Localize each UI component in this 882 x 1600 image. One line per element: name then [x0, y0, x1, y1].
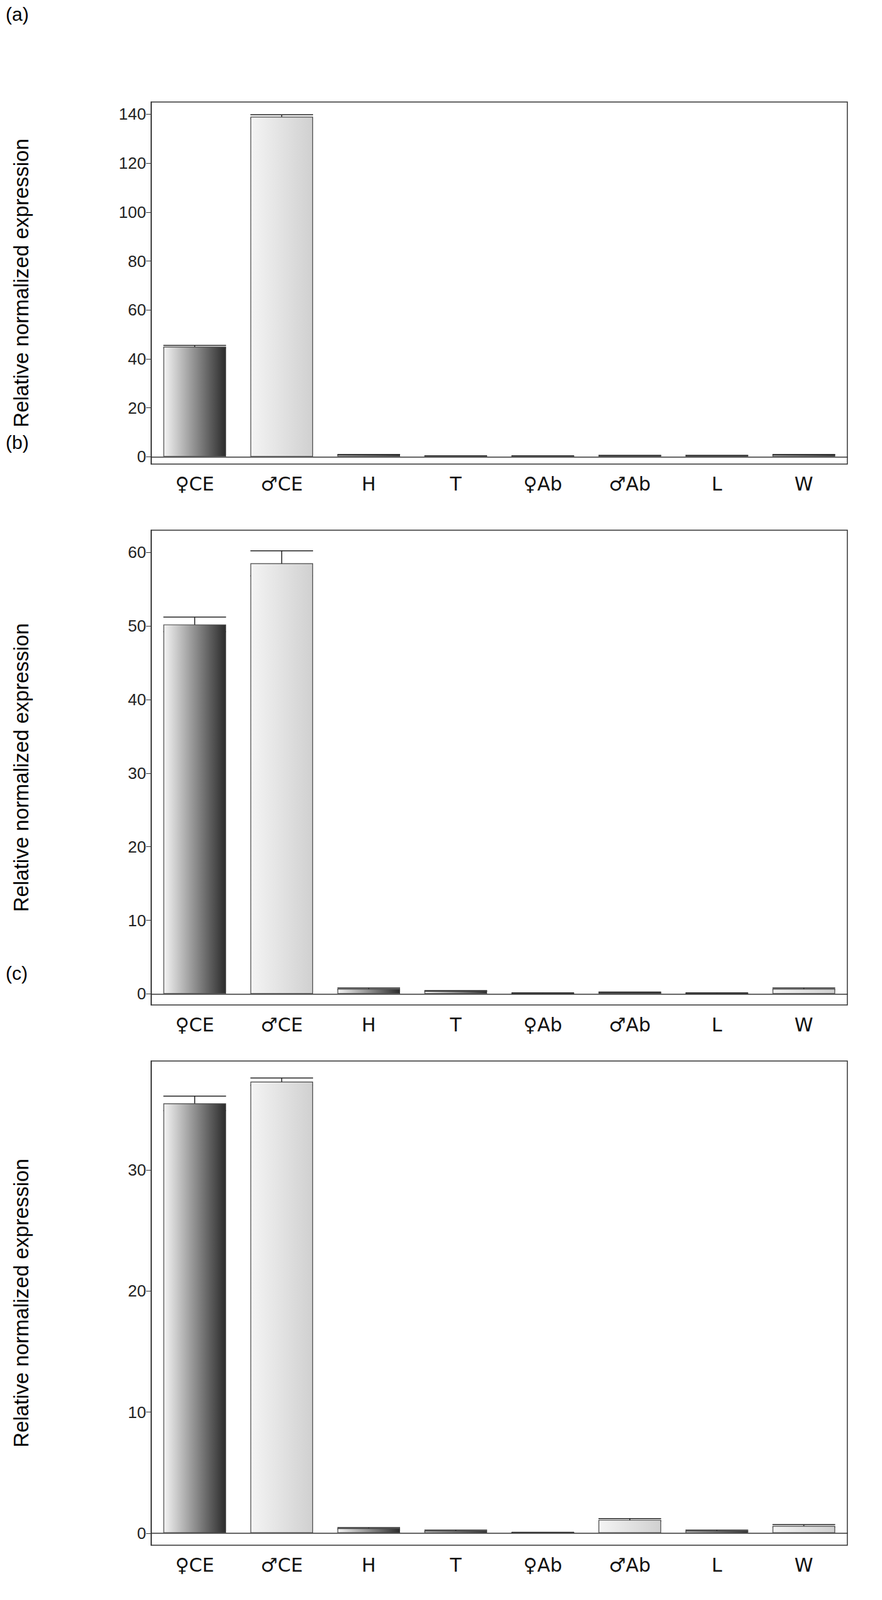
svg-text:50: 50 [127, 616, 147, 636]
svg-text:L: L [711, 473, 722, 496]
svg-text:♂Ab: ♂Ab [608, 1554, 651, 1577]
svg-text:(a): (a) [5, 3, 29, 25]
svg-text:♀CE: ♀CE [175, 1014, 215, 1037]
svg-text:♀Ab: ♀Ab [523, 473, 563, 496]
svg-text:20: 20 [127, 398, 147, 418]
svg-text:40: 40 [127, 690, 147, 710]
svg-text:♀CE: ♀CE [175, 473, 215, 496]
svg-text:H: H [361, 1014, 377, 1037]
svg-text:♀CE: ♀CE [175, 1554, 215, 1577]
svg-text:L: L [711, 1554, 722, 1577]
svg-text:(b): (b) [5, 432, 29, 453]
svg-text:60: 60 [127, 543, 147, 562]
svg-text:10: 10 [127, 1403, 147, 1423]
svg-text:W: W [794, 1014, 814, 1037]
svg-text:♀Ab: ♀Ab [523, 1014, 563, 1037]
svg-text:Relative normalized expression: Relative normalized expression [9, 138, 33, 428]
svg-text:H: H [361, 1554, 377, 1577]
svg-text:♀Ab: ♀Ab [523, 1554, 563, 1577]
svg-text:Relative normalized expression: Relative normalized expression [9, 623, 33, 913]
svg-text:W: W [794, 1554, 814, 1577]
svg-text:♂Ab: ♂Ab [608, 473, 651, 496]
svg-text:30: 30 [127, 764, 147, 784]
svg-text:80: 80 [127, 252, 147, 271]
svg-text:120: 120 [119, 153, 147, 173]
svg-text:T: T [449, 1014, 462, 1037]
svg-text:♂CE: ♂CE [260, 1554, 304, 1577]
svg-text:60: 60 [127, 300, 147, 320]
svg-text:100: 100 [119, 202, 147, 222]
svg-text:0: 0 [137, 1524, 147, 1544]
svg-text:140: 140 [119, 104, 147, 124]
svg-text:Relative normalized expression: Relative normalized expression [9, 1159, 33, 1449]
svg-text:T: T [449, 473, 462, 496]
svg-text:H: H [361, 473, 377, 496]
svg-text:20: 20 [127, 837, 147, 857]
svg-text:0: 0 [137, 984, 147, 1004]
svg-text:0: 0 [137, 447, 147, 467]
svg-text:♂Ab: ♂Ab [608, 1014, 651, 1037]
svg-text:T: T [449, 1554, 462, 1577]
svg-text:L: L [711, 1014, 722, 1037]
svg-text:30: 30 [127, 1161, 147, 1180]
svg-text:40: 40 [127, 349, 147, 369]
svg-text:20: 20 [127, 1282, 147, 1301]
svg-text:10: 10 [127, 911, 147, 931]
svg-text:♂CE: ♂CE [260, 1014, 304, 1037]
svg-text:♂CE: ♂CE [260, 473, 304, 496]
svg-text:(c): (c) [5, 963, 28, 985]
svg-text:W: W [794, 473, 814, 496]
